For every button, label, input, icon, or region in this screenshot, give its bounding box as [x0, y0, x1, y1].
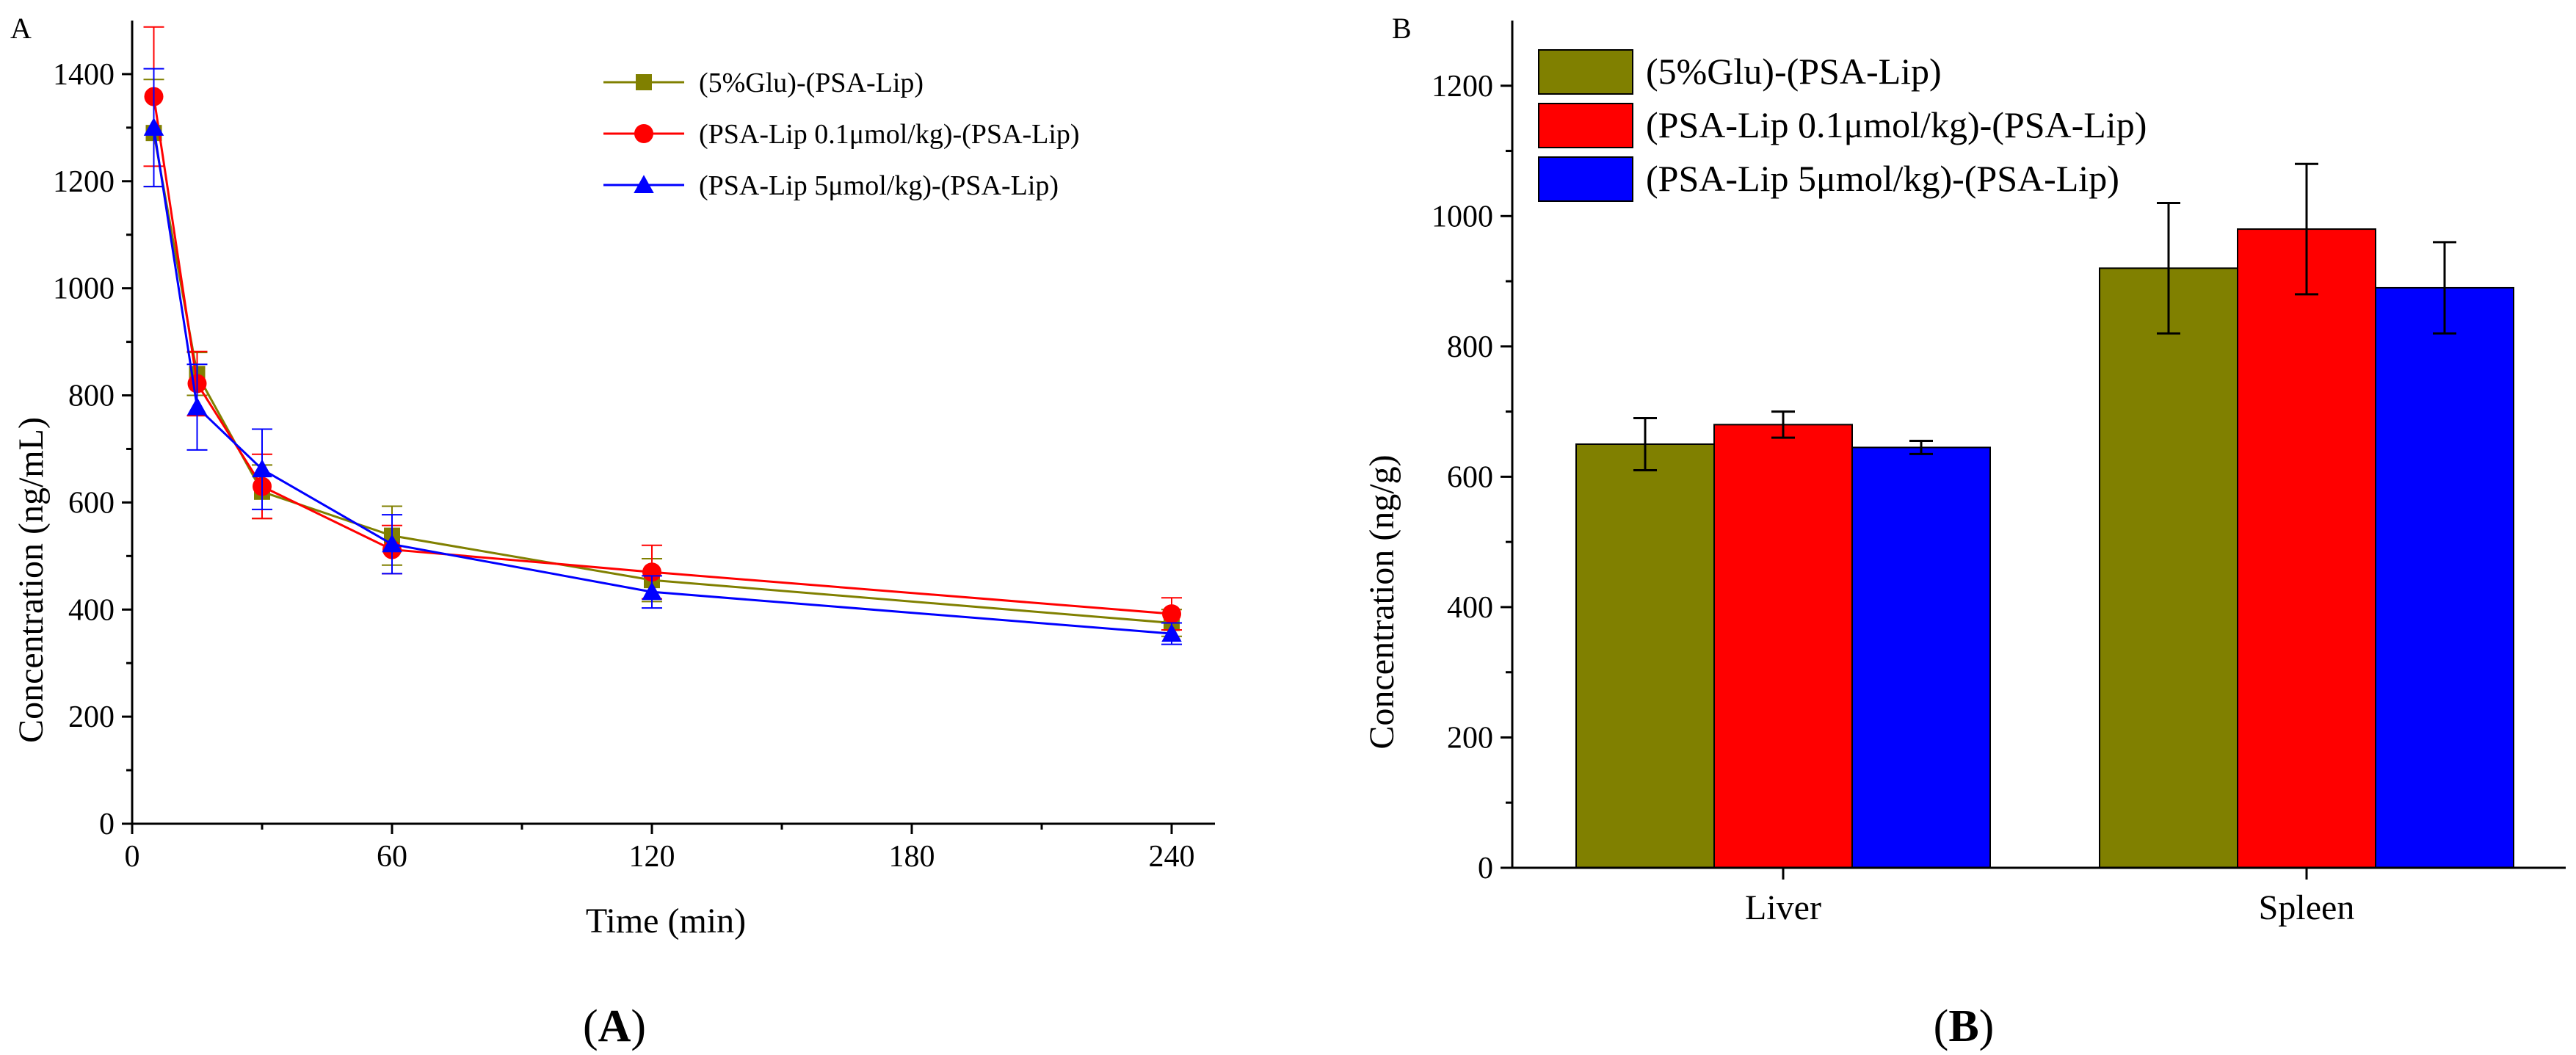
chart-a-ticks: 0 200 400 600 800 1000 1200 1400 0 60 120 180 240 — [53, 58, 1195, 874]
chart-b-ytick-label: 0 — [1478, 852, 1493, 885]
chart-a-ytick-label: 400 — [68, 593, 115, 627]
chart-a-xtick-label: 240 — [1149, 840, 1195, 874]
chart-b-category-label: Liver — [1745, 888, 1821, 927]
chart-b-legend-label: (5%Glu)-(PSA-Lip) — [1646, 51, 1942, 92]
chart-b-legend: (5%Glu)-(PSA-Lip) (PSA-Lip 0.1μmol/kg)-(P… — [1538, 49, 2147, 202]
chart-b-ytick-label: 600 — [1447, 460, 1493, 494]
chart-a-corner-label: A — [10, 12, 32, 45]
chart-a-xlabel: Time (min) — [586, 902, 746, 940]
chart-a-legend-label: (PSA-Lip 0.1μmol/kg)-(PSA-Lip) — [699, 119, 1080, 150]
chart-b-ytick-label: 200 — [1447, 721, 1493, 755]
chart-b-bar — [2375, 286, 2514, 869]
chart-a-point — [642, 581, 662, 601]
chart-a-ytick-label: 1400 — [53, 58, 115, 92]
chart-b-bar — [1851, 446, 1991, 869]
chart-b-ytick-label: 400 — [1447, 591, 1493, 625]
chart-b-corner-label: B — [1392, 12, 1412, 45]
chart-a-ytick-label: 800 — [68, 380, 115, 413]
chart-b: B 0 200 400 600 800 1000 1200 Liver Spleen Conce… — [1363, 12, 2566, 927]
chart-a-legend: (5%Glu)-(PSA-Lip) (PSA-Lip 0.1μmol/kg)-(P… — [603, 68, 1080, 201]
chart-a-ytick-label: 1000 — [53, 272, 115, 306]
chart-a-ytick-label: 600 — [68, 486, 115, 520]
chart-a-xtick-label: 180 — [889, 840, 935, 874]
chart-b-ytick-label: 1000 — [1432, 200, 1493, 233]
chart-a-point — [143, 117, 164, 136]
chart-b-category-label: Spleen — [2259, 888, 2355, 927]
chart-a-line — [153, 96, 1172, 615]
chart-b-bar — [1713, 424, 1853, 869]
chart-b-legend-label: (PSA-Lip 5μmol/kg)-(PSA-Lip) — [1646, 158, 2119, 199]
chart-b-bar — [2237, 228, 2376, 869]
chart-a-point — [382, 534, 402, 553]
chart-a-legend-label: (PSA-Lip 5μmol/kg)-(PSA-Lip) — [699, 170, 1059, 201]
chart-a-point — [186, 396, 208, 416]
chart-b-ytick-label: 800 — [1447, 330, 1493, 364]
chart-a-legend-label: (5%Glu)-(PSA-Lip) — [699, 68, 924, 98]
chart-a-axes — [131, 21, 1215, 825]
chart-b-bar — [2099, 267, 2238, 869]
chart-a-xtick-label: 120 — [629, 840, 675, 874]
chart-a-ytick-label: 1200 — [53, 165, 115, 199]
chart-a-xtick-label: 60 — [377, 840, 407, 874]
chart-a-series — [143, 26, 1182, 645]
chart-a-series-2 — [143, 26, 1182, 631]
chart-b-ylabel: Concentration (ng/g) — [1363, 454, 1401, 749]
chart-a-line — [153, 127, 1172, 635]
chart-a-point — [1162, 604, 1181, 624]
chart-a-series-3 — [143, 68, 1182, 645]
chart-a-xtick-label: 0 — [125, 840, 140, 874]
chart-a-legend-marker — [634, 124, 653, 143]
chart-a-legend-marker — [634, 175, 654, 193]
chart-a-legend-marker — [636, 74, 652, 90]
caption-a: (A) — [583, 1001, 646, 1051]
chart-b-legend-label: (PSA-Lip 0.1μmol/kg)-(PSA-Lip) — [1646, 104, 2147, 145]
chart-a-point — [252, 459, 272, 478]
caption-b: (B) — [1934, 1001, 1995, 1051]
chart-a-ytick-label: 200 — [68, 700, 115, 734]
chart-a-series-1 — [143, 79, 1182, 637]
chart-a-line — [153, 132, 1172, 624]
chart-b-legend-swatch — [1538, 49, 1633, 95]
chart-b-legend-swatch — [1538, 103, 1633, 148]
chart-a-point — [642, 562, 661, 582]
chart-b-ytick-label: 1200 — [1432, 70, 1493, 104]
chart-a-ytick-label: 0 — [99, 808, 115, 841]
chart-b-bars — [1575, 162, 2514, 869]
chart-a-ylabel: Concentration (ng/mL) — [12, 417, 51, 743]
chart-b-axes — [1511, 21, 2566, 869]
chart-b-legend-swatch — [1538, 156, 1633, 202]
chart-b-bar — [1575, 443, 1715, 869]
chart-a-point — [1161, 623, 1182, 642]
